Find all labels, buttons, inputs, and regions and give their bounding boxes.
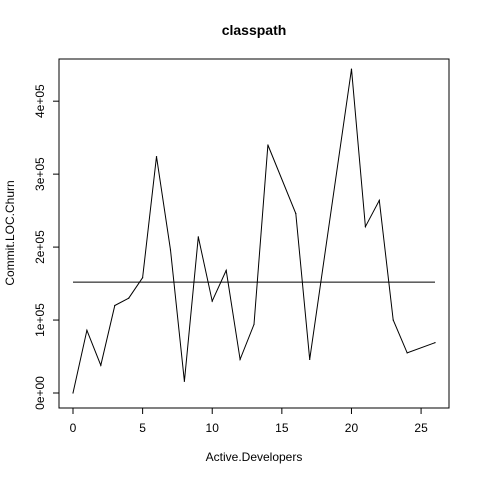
data-point (169, 249, 172, 251)
data-point (155, 156, 158, 158)
x-tick-label: 10 (206, 421, 220, 435)
series-line (72, 69, 436, 394)
data-point (211, 300, 213, 302)
data-point (128, 297, 130, 299)
data-point (267, 144, 269, 146)
data-point (114, 304, 116, 307)
data-point (253, 323, 255, 326)
data-point (406, 352, 408, 354)
data-point (350, 68, 353, 70)
data-point (72, 392, 74, 394)
x-tick-label: 5 (139, 421, 146, 435)
chart-title: classpath (222, 22, 287, 38)
data-point (309, 358, 311, 361)
x-tick-label: 15 (275, 421, 289, 435)
data-point (197, 236, 199, 238)
x-tick-label: 20 (345, 421, 359, 435)
series-points (72, 68, 436, 394)
x-tick-label: 0 (70, 421, 77, 435)
y-tick-label: 2e+05 (33, 230, 47, 264)
data-point (100, 364, 102, 366)
data-point (86, 329, 88, 331)
data-point (142, 277, 144, 279)
plot-area-frame (58, 58, 450, 409)
y-tick-label: 1e+05 (33, 303, 47, 337)
y-tick-label: 3e+05 (33, 157, 47, 191)
y-tick-label: 4e+05 (33, 84, 47, 118)
x-axis-label: Active.Developers (206, 450, 303, 464)
data-point (239, 358, 241, 361)
x-axis: 0 5 10 15 20 25 (70, 407, 428, 435)
y-axis: 0e+00 1e+05 2e+05 3e+05 4e+05 (33, 84, 60, 410)
x-tick-label: 25 (414, 421, 428, 435)
data-point (225, 269, 227, 272)
data-point (364, 226, 366, 228)
data-point (434, 342, 436, 344)
y-axis-label: Commit.LOC.Churn (3, 180, 17, 285)
y-tick-label: 0e+00 (33, 376, 47, 410)
data-point (378, 199, 380, 201)
data-point (183, 380, 185, 382)
data-point (392, 319, 394, 321)
data-point (295, 212, 297, 215)
